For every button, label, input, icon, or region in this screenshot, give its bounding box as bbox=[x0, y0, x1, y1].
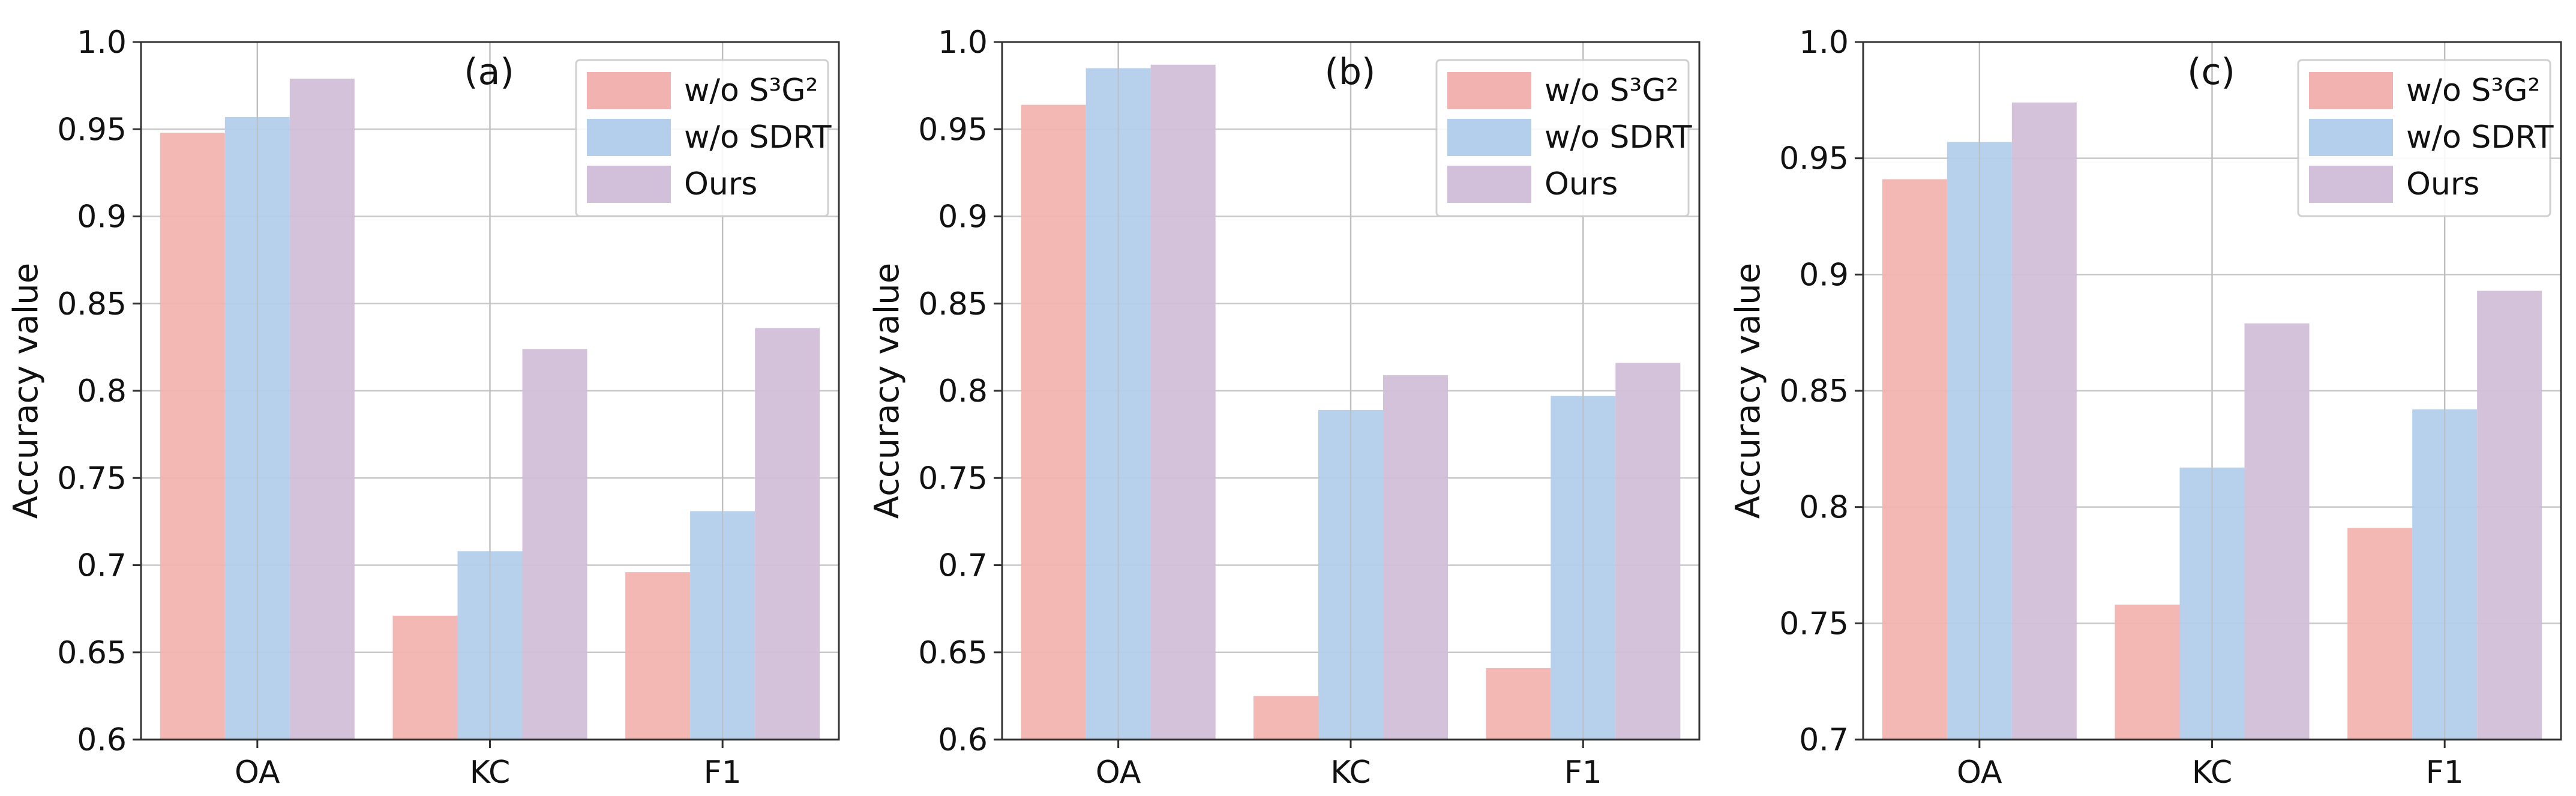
legend-swatch-3 bbox=[2309, 166, 2393, 203]
y-tick-label: 0.7 bbox=[77, 548, 127, 584]
legend-label-2: w/o SDRT bbox=[2406, 119, 2554, 155]
y-tick-label: 0.75 bbox=[57, 460, 127, 496]
x-tick-label: F1 bbox=[704, 755, 742, 791]
y-axis-label: Accuracy value bbox=[1729, 263, 1768, 519]
y-tick-label: 0.95 bbox=[57, 112, 127, 148]
x-tick-label: OA bbox=[1096, 755, 1141, 791]
x-tick-label: KC bbox=[1330, 755, 1371, 791]
x-tick-label: OA bbox=[1957, 755, 2002, 791]
chart-panel-2: 0.6 0.65 0.7 0.75 0.8 0.85 0.9 0.95 1.0 OA KC F1 Acc… bbox=[868, 25, 1701, 791]
legend-label-2: w/o SDRT bbox=[1545, 119, 1692, 155]
y-tick-label: 0.8 bbox=[1799, 490, 1849, 526]
bar-kc-series-3 bbox=[2244, 323, 2310, 740]
legend-swatch-1 bbox=[1447, 72, 1531, 109]
bar-oa-series-1 bbox=[1882, 179, 1947, 740]
bar-f1-series-1 bbox=[1486, 668, 1551, 740]
legend-label-3: Ours bbox=[684, 166, 757, 202]
bar-f1-series-3 bbox=[1615, 363, 1681, 740]
legend-swatch-2 bbox=[1447, 119, 1531, 156]
legend-label-3: Ours bbox=[1545, 166, 1618, 202]
bar-kc-series-3 bbox=[1383, 375, 1448, 740]
y-tick-label: 0.85 bbox=[918, 286, 988, 322]
y-tick-label: 0.9 bbox=[938, 199, 988, 235]
panel-label: (b) bbox=[1325, 51, 1376, 93]
panel-label: (a) bbox=[464, 51, 514, 93]
y-tick-label: 0.6 bbox=[938, 722, 988, 758]
legend-label-1: w/o S³G² bbox=[2406, 73, 2540, 109]
x-tick-label: F1 bbox=[1564, 755, 1602, 791]
bar-oa-series-1 bbox=[160, 133, 225, 740]
panel-label: (c) bbox=[2187, 51, 2235, 93]
x-tick-label: KC bbox=[470, 755, 511, 791]
y-tick-label: 0.8 bbox=[77, 373, 127, 409]
y-tick-label: 0.9 bbox=[77, 199, 127, 235]
y-tick-label: 0.9 bbox=[1799, 257, 1849, 293]
y-tick-label: 0.8 bbox=[938, 373, 988, 409]
legend-label-1: w/o S³G² bbox=[1545, 73, 1678, 109]
y-tick-label: 0.85 bbox=[1779, 373, 1849, 409]
chart-panel-3: 0.7 0.75 0.8 0.85 0.9 0.95 1.0 OA KC F1 Accuracy v… bbox=[1729, 25, 2562, 791]
bar-f1-series-3 bbox=[2477, 291, 2542, 740]
y-axis-label: Accuracy value bbox=[7, 263, 46, 519]
bar-oa-series-1 bbox=[1021, 104, 1086, 740]
y-tick-label: 0.65 bbox=[918, 635, 988, 671]
bar-oa-series-3 bbox=[1150, 64, 1216, 740]
y-tick-label: 0.85 bbox=[57, 286, 127, 322]
bar-f1-series-3 bbox=[755, 328, 820, 740]
legend-swatch-2 bbox=[587, 119, 671, 156]
x-tick-label: F1 bbox=[2426, 755, 2464, 791]
y-tick-label: 0.95 bbox=[918, 112, 988, 148]
bar-kc-series-3 bbox=[522, 349, 587, 740]
x-tick-label: KC bbox=[2192, 755, 2233, 791]
y-tick-label: 0.75 bbox=[1779, 606, 1849, 642]
legend-label-1: w/o S³G² bbox=[684, 73, 818, 109]
y-tick-label: 1.0 bbox=[938, 25, 988, 61]
bar-f1-series-1 bbox=[2347, 528, 2413, 740]
legend-swatch-2 bbox=[2309, 119, 2393, 156]
y-tick-label: 1.0 bbox=[1799, 25, 1849, 61]
legend-swatch-1 bbox=[2309, 72, 2393, 109]
legend-swatch-1 bbox=[587, 72, 671, 109]
y-tick-label: 0.7 bbox=[938, 548, 988, 584]
bar-oa-series-3 bbox=[289, 79, 355, 740]
bar-kc-series-1 bbox=[2115, 605, 2180, 740]
y-tick-label: 0.65 bbox=[57, 635, 127, 671]
y-tick-label: 1.0 bbox=[77, 25, 127, 61]
y-tick-label: 0.95 bbox=[1779, 141, 1849, 177]
bar-f1-series-1 bbox=[625, 572, 691, 740]
y-tick-label: 0.7 bbox=[1799, 722, 1849, 758]
bar-oa-series-3 bbox=[2011, 102, 2077, 740]
y-axis-label: Accuracy value bbox=[868, 263, 907, 519]
y-tick-label: 0.75 bbox=[918, 460, 988, 496]
bar-kc-series-1 bbox=[392, 615, 458, 740]
y-tick-label: 0.6 bbox=[77, 722, 127, 758]
legend-swatch-3 bbox=[587, 166, 671, 203]
x-tick-label: OA bbox=[235, 755, 280, 791]
bar-kc-series-1 bbox=[1253, 696, 1318, 740]
legend-label-2: w/o SDRT bbox=[684, 119, 832, 155]
chart-panel-1: 0.6 0.65 0.7 0.75 0.8 0.85 0.9 0.95 1.0 OA KC F1 Acc… bbox=[7, 25, 840, 791]
legend-label-3: Ours bbox=[2406, 166, 2479, 202]
legend-swatch-3 bbox=[1447, 166, 1531, 203]
